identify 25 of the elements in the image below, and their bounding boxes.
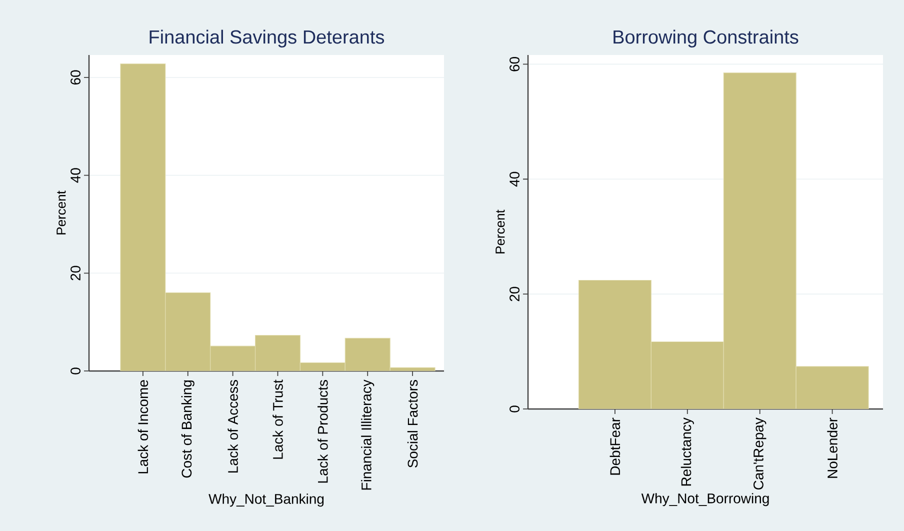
y-tick-label: 60 — [510, 56, 520, 72]
x-axis-title: Why_Not_Borrowing — [641, 493, 769, 506]
x-tick-label: DebtFear — [610, 418, 620, 475]
x-tick-label: Lack of Access — [228, 380, 238, 472]
x-tick-label: NoLender — [827, 418, 838, 478]
x-tick-label: Lack of Trust — [272, 380, 283, 459]
y-tick-label: 40 — [70, 168, 80, 183]
x-tick-label: Cost of Banking — [181, 380, 194, 478]
y-tick-label: 0 — [70, 368, 80, 374]
x-axis-title: Why_Not_Banking — [208, 494, 324, 507]
y-tick-label: 20 — [70, 266, 80, 280]
x-tick-label: Financial Illiteracy — [361, 380, 374, 490]
x-tick-label: Reluctancy — [680, 418, 694, 486]
y-axis-title: Percent — [56, 190, 66, 234]
y-axis-title: Percent — [496, 210, 505, 254]
x-tick-label: Can'tRepay — [754, 418, 766, 490]
y-tick-label: 20 — [510, 286, 520, 302]
y-tick-label: 40 — [510, 172, 520, 187]
x-tick-label: Lack of Income — [138, 380, 148, 474]
y-tick-label: 60 — [70, 70, 80, 85]
chart-title: Financial Savings Deterants — [150, 30, 384, 48]
x-tick-label: Lack of Products — [318, 380, 328, 483]
y-tick-label: 0 — [510, 406, 520, 412]
x-tick-label: Social Factors — [407, 380, 418, 468]
chart-title: Borrowing Constraints — [614, 30, 798, 48]
